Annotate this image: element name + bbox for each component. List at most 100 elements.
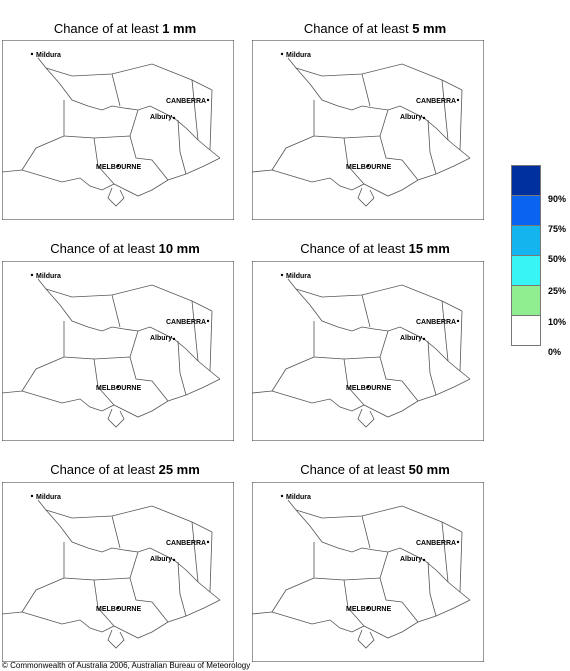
city-label-melbourne: MELBOURNE — [346, 385, 391, 392]
map-boundary-line — [379, 109, 389, 137]
city-marker — [422, 337, 426, 341]
city-label-canberra: CANBERRA — [166, 540, 206, 547]
city-marker — [206, 540, 210, 544]
map-boundary-line — [357, 629, 375, 649]
map-frame — [2, 261, 234, 441]
city-label-mildura: Mildura — [36, 273, 61, 280]
city-marker — [366, 385, 370, 389]
map-frame — [2, 40, 234, 220]
legend-swatch-0 — [511, 315, 541, 346]
city-marker — [172, 116, 176, 120]
legend-label-10: 10% — [548, 317, 567, 327]
map-boundary-line — [379, 330, 389, 358]
map-boundary-line — [379, 551, 389, 579]
city-label-canberra: CANBERRA — [166, 319, 206, 326]
map-boundary-line — [177, 561, 187, 617]
city-label-melbourne: MELBOURNE — [96, 385, 141, 392]
map-boundary-line — [357, 187, 375, 207]
map-boundary-line — [343, 577, 419, 623]
legend-swatch-90 — [511, 165, 541, 195]
legend-label-75: 75% — [548, 224, 567, 234]
city-label-mildura: Mildura — [286, 494, 311, 501]
city-marker — [456, 98, 460, 102]
city-label-mildura: Mildura — [286, 52, 311, 59]
map-boundary-line — [361, 294, 371, 328]
city-marker — [422, 116, 426, 120]
map-boundary-line — [129, 551, 139, 579]
map-boundary-line — [177, 119, 187, 175]
city-label-albury: Albury — [400, 556, 422, 563]
map-5mm: Mildura CANBERRA Albury MELBOURNE — [252, 40, 484, 220]
copyright-notice: © Commonwealth of Australia 2006, Austra… — [2, 661, 251, 670]
map-boundary-line — [441, 521, 449, 583]
map-boundary-line — [21, 577, 65, 613]
map-boundary-line — [271, 135, 315, 171]
map-boundary-line — [209, 310, 213, 372]
map-boundary-line — [191, 300, 199, 362]
map-boundary-line — [191, 521, 199, 583]
map-frame — [252, 261, 484, 441]
legend-label-0: 0% — [548, 347, 562, 357]
map-boundary-line — [459, 310, 463, 372]
city-label-canberra: CANBERRA — [416, 540, 456, 547]
city-label-mildura: Mildura — [286, 273, 311, 280]
map-boundary-line — [107, 408, 125, 428]
map-boundary-line — [107, 629, 125, 649]
map-boundary-line — [111, 515, 121, 549]
map-25mm: Mildura CANBERRA Albury MELBOURNE — [2, 482, 234, 662]
city-marker — [30, 494, 34, 498]
city-marker — [30, 273, 34, 277]
city-marker — [456, 540, 460, 544]
city-label-albury: Albury — [150, 335, 172, 342]
city-marker — [172, 337, 176, 341]
city-label-canberra: CANBERRA — [416, 98, 456, 105]
map-boundary-line — [209, 531, 213, 593]
city-label-canberra: CANBERRA — [166, 98, 206, 105]
city-label-albury: Albury — [150, 114, 172, 121]
city-marker — [280, 52, 284, 56]
city-marker — [116, 606, 120, 610]
map-boundary-line — [427, 561, 437, 617]
map-boundary-line — [361, 73, 371, 107]
map-boundary-line — [93, 356, 169, 402]
map-boundary-line — [343, 135, 419, 181]
legend-swatch-25 — [511, 255, 541, 285]
city-marker — [30, 52, 34, 56]
map-frame — [252, 482, 484, 662]
map-boundary-line — [111, 294, 121, 328]
city-marker — [172, 558, 176, 562]
map-boundary-line — [295, 505, 463, 533]
map-boundary-line — [427, 340, 437, 396]
map-boundary-line — [441, 300, 449, 362]
city-label-melbourne: MELBOURNE — [346, 606, 391, 613]
map-boundary-line — [287, 57, 471, 159]
legend-label-50: 50% — [548, 254, 567, 264]
map-15mm: Mildura CANBERRA Albury MELBOURNE — [252, 261, 484, 441]
map-boundary-line — [287, 499, 471, 601]
panel-title-15mm: Chance of at least 15 mm — [300, 241, 450, 256]
map-frame — [2, 482, 234, 662]
map-boundary-line — [93, 135, 169, 181]
map-boundary-line — [459, 531, 463, 593]
map-boundary-line — [177, 340, 187, 396]
city-marker — [280, 273, 284, 277]
map-boundary-line — [45, 284, 213, 312]
city-label-albury: Albury — [150, 556, 172, 563]
city-label-melbourne: MELBOURNE — [96, 164, 141, 171]
map-boundary-line — [21, 356, 65, 392]
map-boundary-line — [45, 505, 213, 533]
map-boundary-line — [129, 330, 139, 358]
map-10mm: Mildura CANBERRA Albury MELBOURNE — [2, 261, 234, 441]
city-label-melbourne: MELBOURNE — [346, 164, 391, 171]
map-boundary-line — [271, 356, 315, 392]
city-marker — [366, 164, 370, 168]
legend-swatch-10 — [511, 285, 541, 315]
map-50mm: Mildura CANBERRA Albury MELBOURNE — [252, 482, 484, 662]
map-frame — [252, 40, 484, 220]
map-boundary-line — [271, 577, 315, 613]
map-boundary-line — [93, 577, 169, 623]
panel-title-5mm: Chance of at least 5 mm — [303, 21, 447, 36]
map-boundary-line — [357, 408, 375, 428]
probability-legend — [511, 165, 541, 346]
map-boundary-line — [45, 63, 213, 91]
